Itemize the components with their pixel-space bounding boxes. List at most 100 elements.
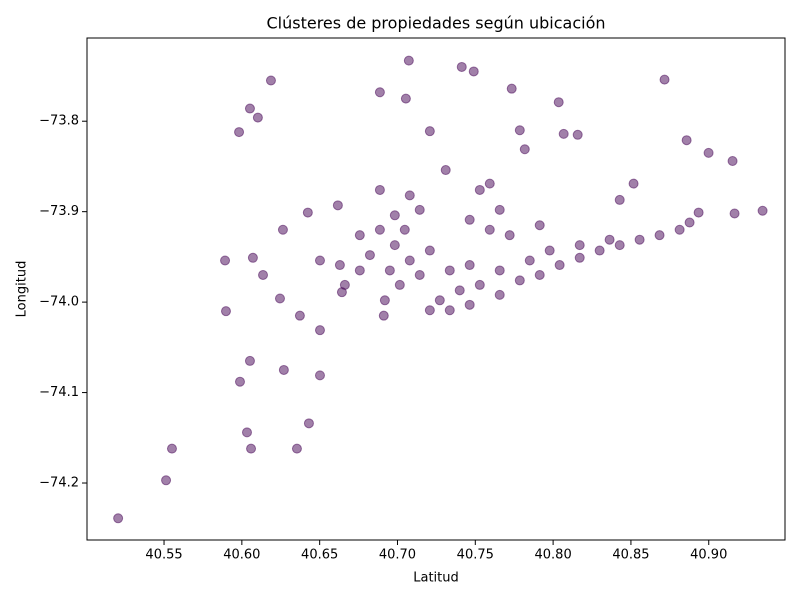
point (399, 224, 410, 235)
point (553, 97, 564, 108)
point (628, 178, 639, 189)
point (265, 75, 276, 86)
point (693, 207, 704, 218)
point (354, 265, 365, 276)
point (258, 269, 269, 280)
x-tick-label: 40.60 (223, 548, 260, 563)
x-tick-label: 40.65 (301, 548, 338, 563)
y-tick-label: −74.1 (39, 385, 79, 400)
point (681, 135, 692, 146)
point (241, 427, 252, 438)
point (302, 207, 313, 218)
point (303, 418, 314, 429)
point (384, 265, 395, 276)
point (519, 144, 530, 155)
point (161, 475, 172, 486)
point (332, 200, 343, 211)
point (252, 112, 263, 123)
point (444, 305, 455, 316)
point (234, 376, 245, 387)
point (504, 230, 515, 241)
point (468, 66, 479, 77)
point (484, 178, 495, 189)
point (247, 252, 258, 263)
x-tick-label: 40.55 (145, 548, 182, 563)
point (494, 289, 505, 300)
point (574, 252, 585, 263)
point (364, 250, 375, 261)
point (634, 234, 645, 245)
point (474, 279, 485, 290)
point (757, 205, 768, 216)
point (703, 147, 714, 158)
point (464, 299, 475, 310)
point (220, 306, 231, 317)
x-tick-label: 40.80 (535, 548, 572, 563)
point (514, 125, 525, 136)
point (424, 305, 435, 316)
point (294, 310, 305, 321)
point (494, 265, 505, 276)
y-axis-label: Longitud (15, 261, 30, 318)
point (414, 204, 425, 215)
point (524, 255, 535, 266)
point (400, 93, 411, 104)
plot-frame (86, 37, 786, 541)
point (404, 255, 415, 266)
point (440, 165, 451, 176)
point (558, 128, 569, 139)
y-tick-label: −74.0 (39, 295, 79, 310)
point (166, 443, 177, 454)
chart-title: Clústeres de propiedades según ubicación (266, 14, 605, 33)
point (454, 285, 465, 296)
point (474, 184, 485, 195)
point (403, 55, 414, 66)
point (404, 190, 415, 201)
point (234, 127, 245, 138)
point (484, 224, 495, 235)
point (684, 217, 695, 228)
point (494, 204, 505, 215)
point (464, 214, 475, 225)
point (514, 275, 525, 286)
point (389, 240, 400, 251)
point (274, 293, 285, 304)
point (572, 129, 583, 140)
point (594, 245, 605, 256)
point (113, 513, 124, 524)
point (614, 240, 625, 251)
point (544, 245, 555, 256)
point (506, 83, 517, 94)
point (314, 255, 325, 266)
point (278, 364, 289, 375)
y-tick-label: −74.2 (39, 476, 79, 491)
point (246, 443, 257, 454)
point (378, 310, 389, 321)
point (434, 295, 445, 306)
point (244, 355, 255, 366)
point (534, 220, 545, 231)
point (314, 370, 325, 381)
point (614, 194, 625, 205)
point (674, 224, 685, 235)
point (424, 126, 435, 137)
point (291, 443, 302, 454)
point (444, 265, 455, 276)
y-tick-label: −73.9 (39, 204, 79, 219)
point (334, 260, 345, 271)
point (654, 230, 665, 241)
point (456, 61, 467, 72)
point (574, 240, 585, 251)
point (374, 184, 385, 195)
x-axis-label: Latitud (413, 571, 459, 586)
point (379, 295, 390, 306)
point (277, 224, 288, 235)
x-tick-label: 40.90 (690, 548, 727, 563)
point (604, 234, 615, 245)
point (374, 87, 385, 98)
point (389, 210, 400, 221)
point (534, 269, 545, 280)
point (554, 260, 565, 271)
x-tick-label: 40.70 (379, 548, 416, 563)
